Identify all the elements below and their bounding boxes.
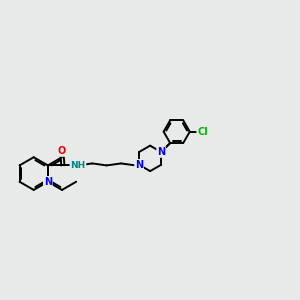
Text: N: N bbox=[44, 177, 52, 187]
Text: NH: NH bbox=[70, 161, 85, 170]
Text: N: N bbox=[135, 160, 143, 170]
Text: N: N bbox=[157, 147, 165, 157]
Text: O: O bbox=[58, 146, 66, 156]
Text: Cl: Cl bbox=[197, 127, 208, 137]
